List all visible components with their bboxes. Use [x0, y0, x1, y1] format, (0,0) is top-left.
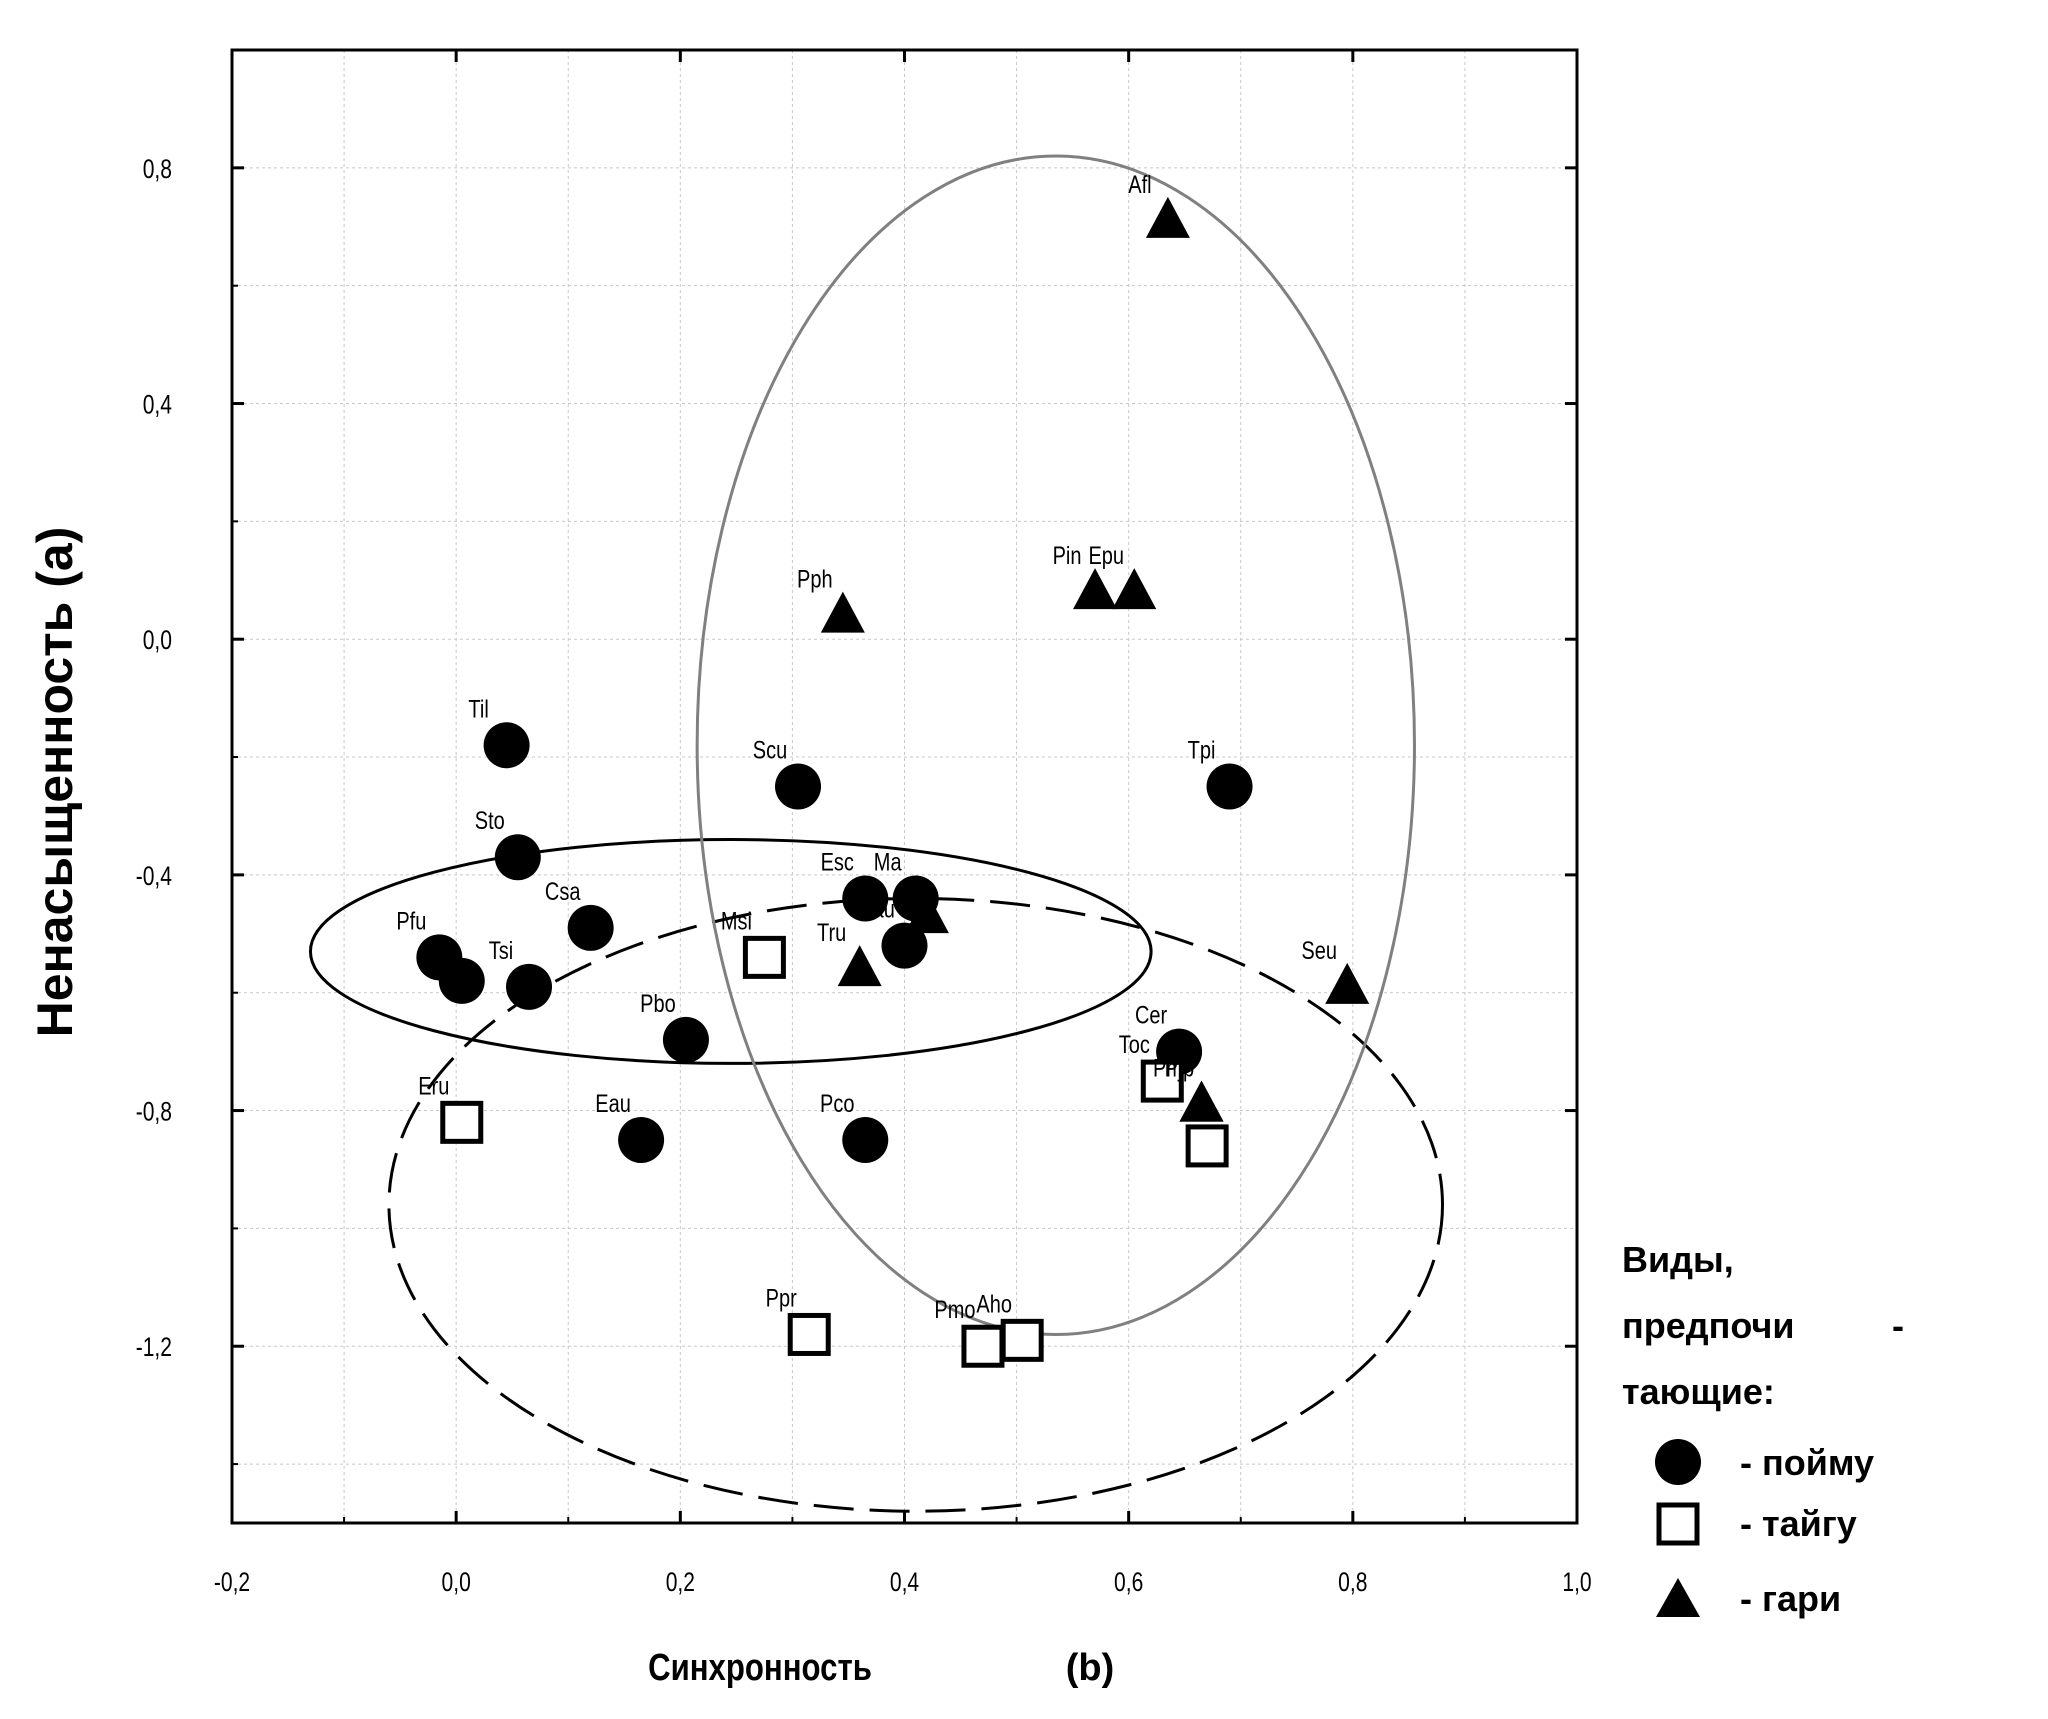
point-circle: [842, 1117, 889, 1164]
x-axis-title: Синхронность: [648, 1647, 872, 1689]
point-label: Pin: [1053, 542, 1082, 570]
point-label: Epu: [1088, 542, 1124, 570]
point-circle: [438, 957, 485, 1004]
data-points: [416, 196, 1370, 1368]
point-square: [1000, 1318, 1044, 1362]
point-square: [961, 1324, 1005, 1368]
legend-circle-marker: [1655, 1439, 1701, 1485]
point-label: Pfu: [396, 907, 426, 935]
x-tick-label: 0,2: [666, 1568, 695, 1598]
y-axis-title: Ненасыщенность (a): [27, 527, 83, 1038]
x-tick-label: 1,0: [1562, 1568, 1591, 1598]
point-label: Sto: [475, 807, 505, 835]
x-axis-title-suffix: (b): [1066, 1647, 1115, 1689]
point-square: [1185, 1124, 1229, 1168]
point-triangle: [1145, 196, 1190, 238]
ellipse-triangle: [695, 154, 1416, 1336]
y-tick-label: -0,8: [136, 1097, 172, 1127]
point-label: Toc: [1119, 1031, 1150, 1059]
axis-ticks: [230, 50, 1579, 1523]
point-circle: [775, 763, 822, 810]
point-label: Tsi: [489, 937, 513, 965]
legend-entry-label: - пойму: [1740, 1442, 1874, 1483]
point-label: Pph: [797, 566, 833, 594]
tick-labels: -0,2 0,0 0,2 0,4 0,6 0,8 1,0 0,8 0,4 0,0 -0,4 -0,8 -…: [136, 154, 1592, 1597]
x-tick-label: 0,8: [1338, 1568, 1367, 1598]
point-label: Rau: [858, 895, 895, 923]
point-label: Tpi: [1188, 736, 1216, 764]
point-label: Afl: [1128, 171, 1151, 199]
point-circle: [506, 963, 553, 1010]
y-tick-label: -1,2: [136, 1333, 172, 1363]
point-circle: [567, 904, 614, 951]
point-label: Pj: [1165, 1055, 1183, 1083]
point-label: Eau: [595, 1090, 631, 1118]
ellipse-circle: [308, 838, 1153, 1065]
x-tick-label: 0,0: [442, 1568, 471, 1598]
y-tick-label: 0,0: [143, 626, 172, 656]
legend-title-line-1: Виды,: [1622, 1239, 1734, 1280]
point-triangle: [820, 591, 865, 633]
point-label: Ppr: [766, 1284, 798, 1312]
point-label: Pbo: [640, 990, 676, 1018]
point-label: Eru: [418, 1072, 449, 1100]
point-label: Pmp: [1153, 1055, 1194, 1083]
legend: Виды, предпочи - тающие: - пойму - тайгу…: [1622, 1239, 1904, 1619]
x-tick-label: 0,4: [890, 1568, 919, 1598]
point-circle: [1206, 763, 1253, 810]
point-label: Tru: [817, 919, 846, 947]
point-label: Aho: [976, 1290, 1012, 1318]
point-label: Pmo: [934, 1296, 975, 1324]
y-tick-label: 0,4: [143, 390, 172, 420]
point-triangle: [904, 892, 949, 934]
point-triangle: [1325, 962, 1370, 1004]
point-label: Msi: [721, 907, 752, 935]
point-triangle: [1073, 568, 1118, 610]
point-circle: [483, 722, 530, 769]
point-label: Seu: [1301, 937, 1337, 965]
point-circle: [662, 1016, 709, 1063]
point-square: [787, 1312, 831, 1356]
y-tick-label: -0,4: [136, 861, 172, 891]
point-triangle: [1112, 568, 1157, 610]
point-circle: [842, 875, 889, 922]
point-circle: [881, 922, 928, 969]
point-labels: Til Sto Csa Pfu Tsi Pbo Eau Scu Esc Ma Rau Pco Tpi Ce…: [396, 171, 1337, 1324]
legend-entry-label: - гари: [1740, 1578, 1841, 1619]
point-triangle: [837, 945, 882, 987]
point-label: Scu: [753, 736, 787, 764]
point-square: [1140, 1059, 1184, 1103]
legend-title-hyphen: -: [1892, 1305, 1904, 1346]
point-triangle: [1179, 1080, 1224, 1122]
point-square: [742, 935, 786, 979]
legend-square-marker: [1656, 1502, 1700, 1546]
x-tick-label: 0,6: [1114, 1568, 1143, 1598]
point-circle: [494, 834, 541, 881]
legend-entry-label: - тайгу: [1740, 1503, 1857, 1544]
point-square: [440, 1100, 484, 1144]
point-label: Esc: [821, 848, 854, 876]
point-label: Cer: [1135, 1002, 1168, 1030]
x-tick-label: -0,2: [214, 1568, 250, 1598]
point-circle: [618, 1117, 665, 1164]
point-label: Til: [468, 695, 488, 723]
point-label: Pco: [820, 1090, 854, 1118]
legend-title-line-2: предпочи: [1622, 1305, 1794, 1346]
point-label: Csa: [545, 878, 581, 906]
y-tick-label: 0,8: [143, 154, 172, 184]
legend-triangle-marker: [1656, 1578, 1700, 1617]
legend-title-line-3: тающие:: [1622, 1371, 1775, 1412]
point-label: Ma: [874, 848, 902, 876]
